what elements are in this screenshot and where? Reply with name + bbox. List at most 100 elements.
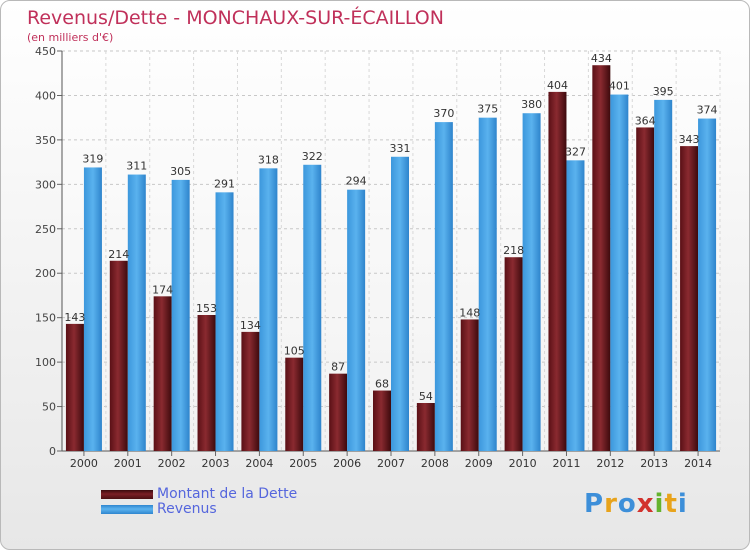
- bar-revenus: [391, 156, 409, 451]
- data-label-revenus: 370: [433, 107, 454, 120]
- y-tick-label: 200: [35, 267, 56, 280]
- data-label-revenus: 322: [302, 150, 323, 163]
- y-tick-label: 250: [35, 223, 56, 236]
- legend: Montant de la Dette Revenus: [101, 487, 297, 517]
- legend-swatch-revenus: [101, 505, 153, 514]
- logo-letter: t: [664, 489, 678, 519]
- bar-revenus: [478, 117, 497, 452]
- y-tick-label: 300: [35, 178, 56, 191]
- x-tick-label: 2000: [70, 457, 98, 470]
- y-tick-label: 450: [35, 45, 56, 58]
- x-tick-label: 2009: [465, 457, 493, 470]
- y-tick-label: 350: [35, 134, 56, 147]
- logo-letter: i: [677, 489, 688, 519]
- x-tick-label: 2003: [202, 457, 230, 470]
- bar-dette: [65, 323, 84, 451]
- bar-revenus: [698, 118, 717, 452]
- chart-title: Revenus/Dette - MONCHAUX-SUR-ÉCAILLON: [27, 7, 444, 29]
- bar-revenus: [566, 160, 585, 452]
- data-label-revenus: 327: [565, 145, 586, 158]
- bar-revenus: [171, 179, 190, 451]
- data-label-revenus: 395: [653, 85, 674, 98]
- legend-item-dette: Montant de la Dette: [101, 487, 297, 502]
- data-label-revenus: 331: [390, 142, 411, 155]
- data-label-dette: 434: [591, 52, 612, 65]
- data-label-revenus: 380: [521, 98, 542, 111]
- x-tick-label: 2013: [640, 457, 668, 470]
- data-label-revenus: 291: [214, 177, 235, 190]
- data-label-dette: 153: [196, 302, 217, 315]
- data-label-dette: 343: [679, 133, 700, 146]
- bar-dette: [504, 257, 523, 451]
- data-label-revenus: 305: [170, 165, 191, 178]
- bar-revenus: [303, 164, 322, 451]
- x-tick-label: 2002: [158, 457, 186, 470]
- bar-dette: [109, 260, 128, 451]
- data-label-revenus: 311: [126, 160, 147, 173]
- data-label-dette: 105: [284, 345, 305, 358]
- data-label-revenus: 401: [609, 80, 630, 93]
- bar-revenus: [83, 167, 102, 451]
- y-tick-label: 0: [49, 445, 56, 458]
- proxiti-logo: Proxiti: [584, 489, 688, 519]
- bar-revenus: [654, 99, 673, 451]
- data-label-revenus: 319: [82, 152, 103, 165]
- x-tick-label: 2001: [114, 457, 142, 470]
- chart-subtitle: (en milliers d'€): [27, 31, 114, 44]
- data-label-revenus: 375: [477, 103, 498, 116]
- legend-label-dette: Montant de la Dette: [157, 486, 298, 502]
- data-label-revenus: 374: [697, 104, 718, 117]
- bar-dette: [197, 315, 216, 451]
- x-tick-label: 2012: [596, 457, 624, 470]
- bar-dette: [416, 403, 435, 451]
- x-tick-label: 2014: [684, 457, 712, 470]
- bar-dette: [241, 331, 260, 451]
- legend-swatch-dette: [101, 490, 153, 499]
- data-label-dette: 404: [547, 79, 568, 92]
- data-label-dette: 148: [459, 306, 480, 319]
- bar-revenus: [127, 174, 146, 452]
- logo-letter: o: [617, 489, 637, 519]
- logo-letter: P: [584, 489, 605, 519]
- x-tick-label: 2006: [333, 457, 361, 470]
- logo-letter: r: [604, 489, 618, 519]
- bar-dette: [592, 65, 611, 451]
- x-tick-label: 2007: [377, 457, 405, 470]
- data-label-dette: 364: [635, 114, 656, 127]
- x-tick-label: 2010: [509, 457, 537, 470]
- data-label-dette: 214: [108, 248, 129, 261]
- logo-letter: x: [636, 489, 655, 519]
- bar-dette: [460, 319, 479, 451]
- data-label-revenus: 294: [346, 175, 367, 188]
- bar-dette: [329, 373, 348, 451]
- y-tick-label: 150: [35, 312, 56, 325]
- data-label-dette: 174: [152, 283, 173, 296]
- logo-letter: i: [654, 489, 665, 519]
- x-tick-label: 2011: [552, 457, 580, 470]
- bar-revenus: [434, 122, 453, 451]
- data-label-dette: 143: [64, 311, 85, 324]
- data-label-revenus: 318: [258, 153, 279, 166]
- bar-revenus: [347, 189, 366, 451]
- bar-revenus: [215, 192, 234, 452]
- legend-label-revenus: Revenus: [157, 501, 217, 517]
- y-tick-label: 400: [35, 89, 56, 102]
- bar-dette: [636, 127, 655, 451]
- data-label-dette: 68: [375, 378, 389, 391]
- bar-dette: [373, 390, 391, 451]
- data-label-dette: 87: [331, 361, 345, 374]
- data-label-dette: 54: [419, 390, 433, 403]
- data-label-dette: 218: [503, 244, 524, 257]
- bar-revenus: [522, 113, 541, 451]
- bar-dette: [285, 357, 304, 451]
- x-tick-label: 2008: [421, 457, 449, 470]
- data-label-dette: 134: [240, 319, 261, 332]
- bar-dette: [153, 296, 172, 451]
- x-tick-label: 2005: [289, 457, 317, 470]
- bar-dette: [680, 146, 699, 451]
- x-tick-label: 2004: [245, 457, 273, 470]
- legend-item-revenus: Revenus: [101, 502, 297, 517]
- bar-dette: [548, 91, 567, 451]
